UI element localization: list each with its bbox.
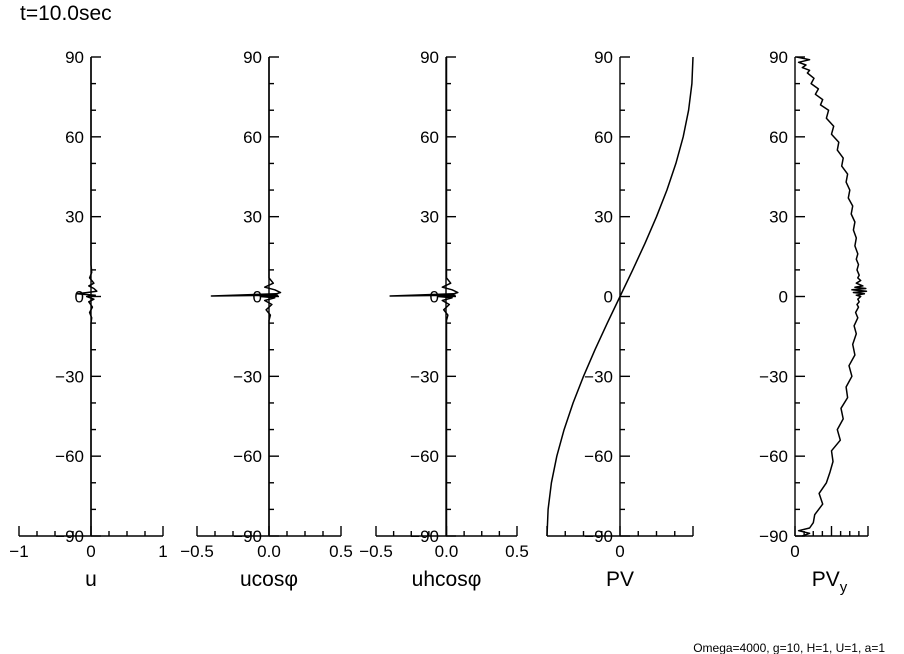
y-tick-label: 60 — [594, 128, 613, 147]
x-axis-label: uhcosφ — [412, 568, 482, 591]
y-tick-label: 60 — [65, 128, 84, 147]
y-tick-label: 90 — [243, 48, 262, 67]
y-tick-label: 60 — [420, 128, 439, 147]
x-tick-label: −0.5 — [359, 542, 393, 561]
x-tick-label: −0.5 — [180, 542, 214, 561]
y-tick-label: −90 — [759, 527, 788, 546]
figure-title: t=10.0sec — [20, 2, 112, 25]
x-axis-label: PVy — [812, 568, 848, 596]
panel-3: 90 60 30 0 −30 −60 −90 −0.5 0.0 0.5 uhcosφ — [359, 48, 529, 591]
x-tick-label: 0 — [790, 542, 799, 561]
y-tick-label: −30 — [584, 367, 613, 386]
y-tick-label: 0 — [430, 288, 439, 307]
x-tick-label: 1 — [158, 542, 167, 561]
y-tick-label: 0 — [604, 288, 613, 307]
y-tick-label: 30 — [65, 208, 84, 227]
x-axis-label: u — [85, 568, 97, 591]
panels: 90 60 30 0 −30 −60 −90 −1 0 1 u 90 60 30 0 −30 −60 −90 −0.… — [9, 48, 869, 596]
y-tick-label: 0 — [253, 288, 262, 307]
y-tick-label: −90 — [410, 527, 439, 546]
y-tick-label: 90 — [420, 48, 439, 67]
y-tick-label: 0 — [779, 288, 788, 307]
panel-2: 90 60 30 0 −30 −60 −90 −0.5 0.0 0.5 ucosφ — [180, 48, 353, 591]
y-tick-label: −90 — [584, 527, 613, 546]
y-tick-label: 90 — [594, 48, 613, 67]
y-tick-label: −60 — [759, 447, 788, 466]
y-tick-label: 60 — [769, 128, 788, 147]
y-tick-label: −30 — [55, 367, 84, 386]
series-line-1 — [796, 56, 868, 537]
y-tick-label: 30 — [243, 208, 262, 227]
y-tick-label: 90 — [65, 48, 84, 67]
y-tick-label: 90 — [769, 48, 788, 67]
series-line-1 — [210, 57, 282, 536]
y-tick-label: −60 — [584, 447, 613, 466]
series-line-1 — [75, 57, 98, 536]
y-tick-label: −90 — [55, 527, 84, 546]
x-axis-label: ucosφ — [240, 568, 298, 591]
figure-footer: Omega=4000, g=10, H=1, U=1, a=1 — [693, 641, 885, 654]
x-tick-label: 0.5 — [329, 542, 353, 561]
x-tick-label: −1 — [9, 542, 28, 561]
y-tick-label: −60 — [410, 447, 439, 466]
y-tick-label: −30 — [410, 367, 439, 386]
x-tick-label: 0.0 — [257, 542, 281, 561]
series-line-1 — [546, 56, 694, 537]
x-tick-label: 0 — [615, 542, 624, 561]
panel-1: 90 60 30 0 −30 −60 −90 −1 0 1 u — [9, 48, 167, 591]
x-tick-label: 0.5 — [505, 542, 529, 561]
x-tick-label: 0 — [86, 542, 95, 561]
y-tick-label: −90 — [233, 527, 262, 546]
y-tick-label: −30 — [759, 367, 788, 386]
y-tick-label: −60 — [233, 447, 262, 466]
y-tick-label: 60 — [243, 128, 262, 147]
y-tick-label: 30 — [420, 208, 439, 227]
y-tick-label: 30 — [594, 208, 613, 227]
y-tick-label: −60 — [55, 447, 84, 466]
y-tick-label: −30 — [233, 367, 262, 386]
y-tick-label: 30 — [769, 208, 788, 227]
y-tick-label: 0 — [75, 288, 84, 307]
x-axis-label: PV — [606, 568, 634, 591]
x-tick-label: 0.0 — [435, 542, 459, 561]
series-line-1 — [389, 57, 459, 536]
